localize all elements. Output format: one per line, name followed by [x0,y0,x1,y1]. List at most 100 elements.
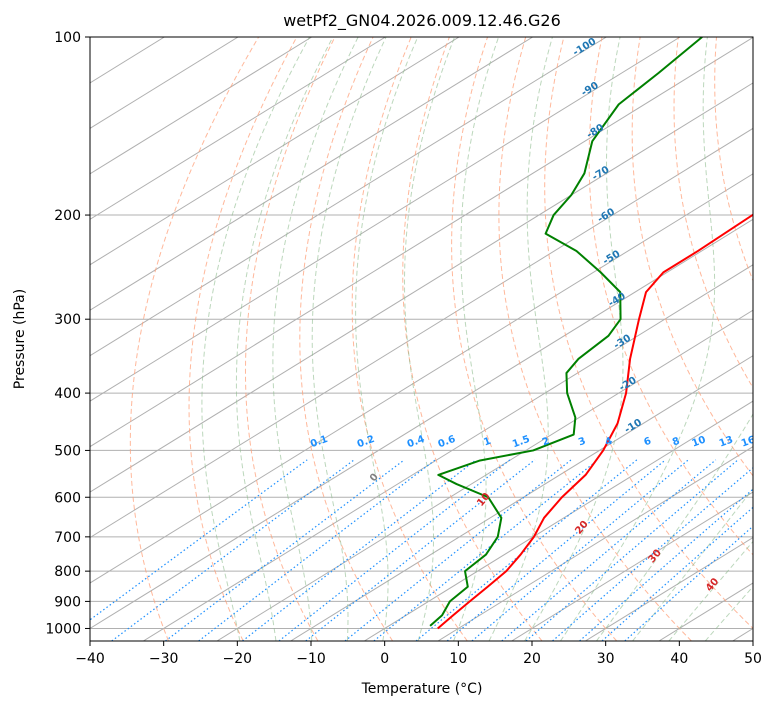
isotherm-label: -70 [590,164,611,183]
isotherm-line [364,400,753,641]
moist-adiabat-label: 30 [647,548,664,566]
isotherm-label: -50 [601,249,622,268]
moist-adiabat [235,37,334,641]
x-axis-label: Temperature (°C) [361,681,483,697]
moist-adiabat [404,37,456,641]
x-tick-label: −10 [296,651,326,667]
mixing-ratio-line [525,459,739,641]
mixing-ratio-line [165,459,405,641]
isotherm-line [216,309,753,641]
y-tick-label: 600 [54,490,81,506]
mixing-ratio-label: 10 [690,435,707,450]
mixing-ratio-line [415,459,638,641]
mixing-ratio-line [601,506,753,641]
isotherm-line [90,37,312,175]
moist-adiabat [311,37,387,641]
mixing-ratio-line [624,525,753,641]
moist-adiabat [668,540,753,641]
x-tick-label: 10 [449,651,467,667]
mixing-ratio-line [446,459,666,641]
x-tick-label: 50 [744,651,762,667]
mixing-ratio-label: 2 [541,436,551,449]
mixing-ratio-line [198,459,436,641]
isotherm-line [437,446,753,641]
moist-adiabat [596,413,753,641]
mixing-ratio-label: 3 [577,436,587,449]
moist-adiabat-label: 20 [573,519,590,537]
plot-frame [89,36,754,642]
isotherm-label: -90 [580,80,601,99]
isotherm-line [90,173,753,584]
mixing-ratio-label: 13 [718,435,735,450]
isotherm-line [90,37,460,266]
x-tick-label: 40 [670,651,688,667]
mixing-ratio-line [111,459,355,641]
mixing-ratio-label: 20 [764,434,775,449]
sounding-profiles [429,37,753,630]
dry-adiabat [673,37,753,389]
dry-adiabat [402,37,543,641]
y-tick-label: 1000 [45,621,81,637]
y-tick-label: 300 [54,312,81,328]
isotherm-line [732,627,753,641]
y-axis-label: Pressure (hPa) [12,289,28,389]
x-tick-label: 0 [380,651,389,667]
y-tick-label: 800 [54,564,81,580]
mixing-ratio-line [579,488,753,641]
isotherm-line [90,82,753,493]
y-tick-label: 500 [54,443,81,459]
y-tick-label: 400 [54,386,81,402]
dry-adiabat [351,37,468,641]
y-axis: 100 200 300 400 500 600 700 800 900 1000 [45,30,90,637]
isotherm-line [90,37,533,311]
isotherm-label: -60 [596,206,617,225]
isotherm-label: -10 [623,417,644,436]
y-tick-label: 700 [54,530,81,546]
y-tick-label: 900 [54,594,81,610]
isotherm-line [90,218,753,630]
isotherm-line [90,37,753,448]
line-labels: -100-90-80-70-60-50-40-30-20-100.1 0.2 0.4… [309,37,775,594]
mixing-ratio-line [90,459,308,621]
y-tick-label: 200 [54,208,81,224]
mixing-ratio-line [501,459,717,641]
moist-adiabat [524,37,624,641]
moist-adiabat [355,37,419,641]
mixing-ratio-line [471,459,689,641]
mixing-ratio-label: 0.1 [309,434,329,450]
mixing-ratio-label: 1 [482,436,492,449]
isotherm-line [511,491,753,641]
dry-adiabat [588,37,753,556]
mixing-ratio-label: 16 [740,435,757,450]
dry-adiabat [188,37,298,641]
moist-adiabat [453,37,500,641]
moist-adiabat [488,37,553,641]
moist-adiabat-label: 40 [704,576,721,594]
chart-title: wetPf2_GN04.2026.009.12.46.G26 [283,11,561,31]
dry-adiabat [244,37,336,641]
mixing-ratio-label: 0.4 [406,434,426,450]
x-tick-label: −20 [223,651,253,667]
moist-adiabat [272,37,359,641]
mixing-ratio-label: 1.5 [511,434,531,450]
isotherm-line [90,37,607,357]
isotherm-line [90,37,239,129]
moist-adiabat [560,37,716,641]
dry-adiabat [544,37,753,630]
x-tick-label: 30 [597,651,615,667]
dry-adiabat [754,37,775,641]
background-lines [90,37,775,641]
dry-adiabat [451,37,618,641]
isotherm-line [90,37,386,220]
x-tick-label: −40 [75,651,105,667]
isotherm-line [90,37,681,402]
x-axis: −40 −30 −20 −10 0 10 20 30 40 50 [75,641,762,667]
isotherm-label: -40 [607,291,628,310]
mixing-ratio-label: 0.2 [356,434,376,450]
isotherm-line [90,127,753,539]
isotherm-line [585,536,753,641]
mixing-ratio-line [278,459,511,641]
temperature-profile [437,213,753,630]
y-tick-label: 100 [54,30,81,46]
